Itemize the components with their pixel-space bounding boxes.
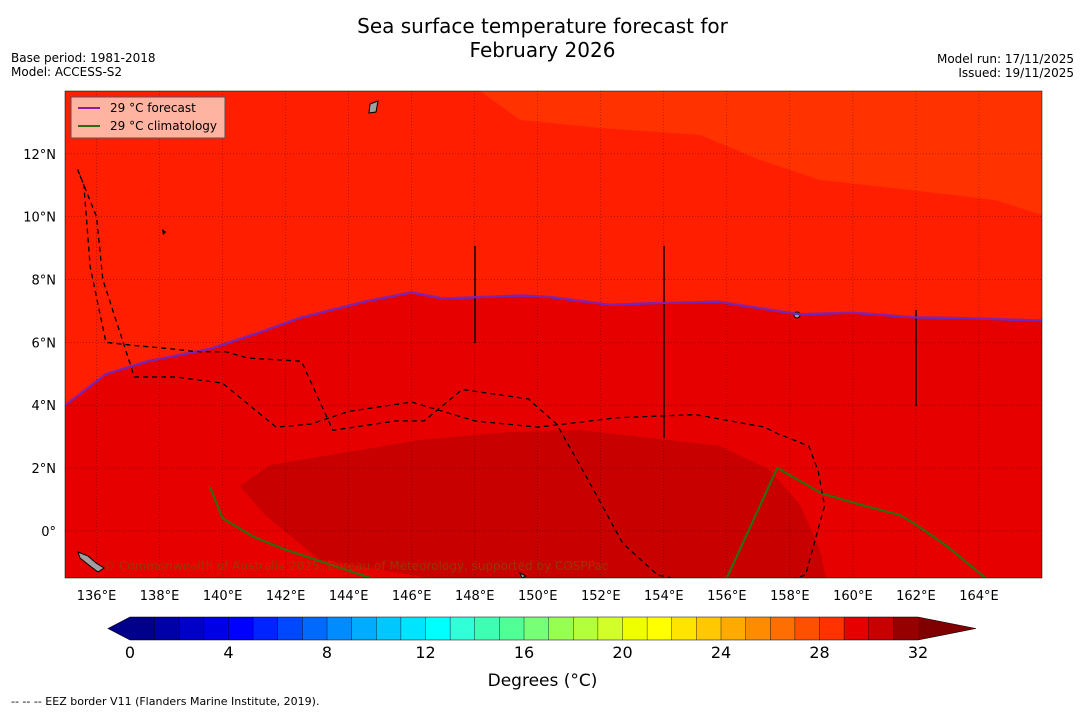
colorbar-tick-label: 28 — [809, 643, 829, 662]
x-tick-label: 136°E — [77, 589, 117, 604]
colorbar-segment — [253, 617, 279, 640]
x-tick-label: 162°E — [896, 589, 936, 604]
colorbar-min-extend — [108, 617, 130, 640]
title-line-2: February 2026 — [469, 38, 616, 62]
colorbar-max-extend — [918, 617, 976, 640]
legend-forecast-label: 29 °C forecast — [110, 101, 196, 115]
colorbar-outline — [107, 616, 977, 641]
x-axis-ticks: 136°E 138°E 140°E 142°E 144°E 146°E 148°E 150°E… — [77, 589, 999, 604]
meta-left: Base period: 1981-2018 Model: ACCESS-S2 — [11, 51, 156, 79]
colorbar-tick-label: 24 — [711, 643, 731, 662]
colorbar-segment — [893, 617, 919, 640]
colorbar-segment — [154, 617, 180, 640]
series-layer — [65, 169, 1042, 578]
x-tick-label: 154°E — [644, 589, 684, 604]
colorbar-segment — [819, 617, 845, 640]
colorbar-segment — [179, 617, 205, 640]
colorbar-segment — [302, 617, 328, 640]
x-tick-label: 138°E — [140, 589, 180, 604]
region-30-31 — [240, 430, 826, 578]
y-tick-label: 10°N — [23, 211, 56, 226]
plot-frame — [64, 90, 1043, 579]
y-tick-label: 8°N — [32, 274, 57, 289]
colorbar-segment — [228, 617, 254, 640]
chart-title: Sea surface temperature forecast for Feb… — [0, 14, 1085, 62]
forecast-line-edge — [65, 292, 1042, 407]
x-tick-label: 152°E — [581, 589, 621, 604]
map-body: © Commonwealth of Australia 2025, Bureau… — [65, 91, 1042, 578]
colorbar-segment — [745, 617, 771, 640]
x-tick-label: 158°E — [770, 589, 810, 604]
islands — [77, 100, 801, 578]
model-run: Model run: 17/11/2025 — [936, 52, 1074, 66]
colorbar-segment — [425, 617, 451, 640]
colorbar-segment — [794, 617, 820, 640]
y-tick-label: 2°N — [32, 462, 57, 477]
x-tick-label: 150°E — [518, 589, 558, 604]
colorbar-segment — [351, 617, 377, 640]
colorbar-segment — [548, 617, 574, 640]
colorbar-segment — [597, 617, 623, 640]
colorbar-segment — [696, 617, 722, 640]
model-name: Model: ACCESS-S2 — [11, 65, 123, 79]
colorbar-segment — [573, 617, 599, 640]
colorbar-segment — [671, 617, 697, 640]
legend: 29 °C forecast 29 °C climatology — [70, 96, 226, 139]
x-tick-label: 164°E — [959, 589, 999, 604]
region-27-28 — [480, 91, 1042, 215]
colorbar-segment — [327, 617, 353, 640]
x-tick-label: 148°E — [455, 589, 495, 604]
legend-climatology-label: 29 °C climatology — [110, 119, 217, 133]
colorbar-segment — [450, 617, 476, 640]
copyright-watermark: © Commonwealth of Australia 2025, Bureau… — [103, 559, 608, 573]
colorbar-segment — [770, 617, 796, 640]
x-tick-label: 160°E — [833, 589, 873, 604]
colorbar-segment — [376, 617, 402, 640]
colorbar-segment — [474, 617, 500, 640]
x-tick-label: 144°E — [329, 589, 369, 604]
x-tick-label: 142°E — [266, 589, 306, 604]
colorbar-segment — [130, 617, 156, 640]
colorbar-tick-label: 20 — [612, 643, 632, 662]
issued-date: Issued: 19/11/2025 — [958, 66, 1074, 80]
colorbar: 0 4 8 12 16 20 24 28 32 — [107, 616, 977, 662]
colorbar-label: Degrees (°C) — [487, 671, 598, 691]
colorbar-tick-label: 32 — [908, 643, 928, 662]
colorbar-tick-label: 12 — [415, 643, 435, 662]
base-period: Base period: 1981-2018 — [11, 51, 156, 65]
legend-box — [70, 96, 226, 139]
x-tick-label: 146°E — [392, 589, 432, 604]
colorbar-tick-label: 8 — [322, 643, 332, 662]
x-tick-label: 156°E — [707, 589, 747, 604]
eez-footnote: -- -- -- EEZ border V11 (Flanders Marine… — [11, 695, 320, 708]
colorbar-tick-label: 4 — [223, 643, 233, 662]
colorbar-tick-label: 16 — [514, 643, 534, 662]
colorbar-segment — [844, 617, 870, 640]
y-tick-label: 6°N — [32, 336, 57, 351]
colorbar-segment — [499, 617, 525, 640]
climatology-29c-line — [208, 466, 986, 578]
colorbar-segment — [203, 617, 229, 640]
colorbar-segment — [721, 617, 747, 640]
colorbar-segment — [647, 617, 673, 640]
colorbar-segment — [277, 617, 303, 640]
y-tick-label: 0° — [41, 525, 56, 540]
colorbar-segment — [622, 617, 648, 640]
y-axis-ticks: 12°N 10°N 8°N 6°N 4°N 2°N 0° — [23, 148, 56, 540]
colorbar-tick-label: 0 — [125, 643, 135, 662]
y-tick-label: 12°N — [23, 148, 56, 163]
colorbar-segment — [400, 617, 426, 640]
ridge-lines — [474, 246, 917, 438]
colorbar-segment — [868, 617, 894, 640]
x-tick-label: 140°E — [203, 589, 243, 604]
meta-right: Model run: 17/11/2025 Issued: 19/11/2025 — [937, 52, 1074, 80]
y-tick-label: 4°N — [32, 399, 57, 414]
title-line-1: Sea surface temperature forecast for — [357, 14, 728, 38]
forecast-29c-line — [65, 291, 1042, 406]
colorbar-segment — [524, 617, 550, 640]
